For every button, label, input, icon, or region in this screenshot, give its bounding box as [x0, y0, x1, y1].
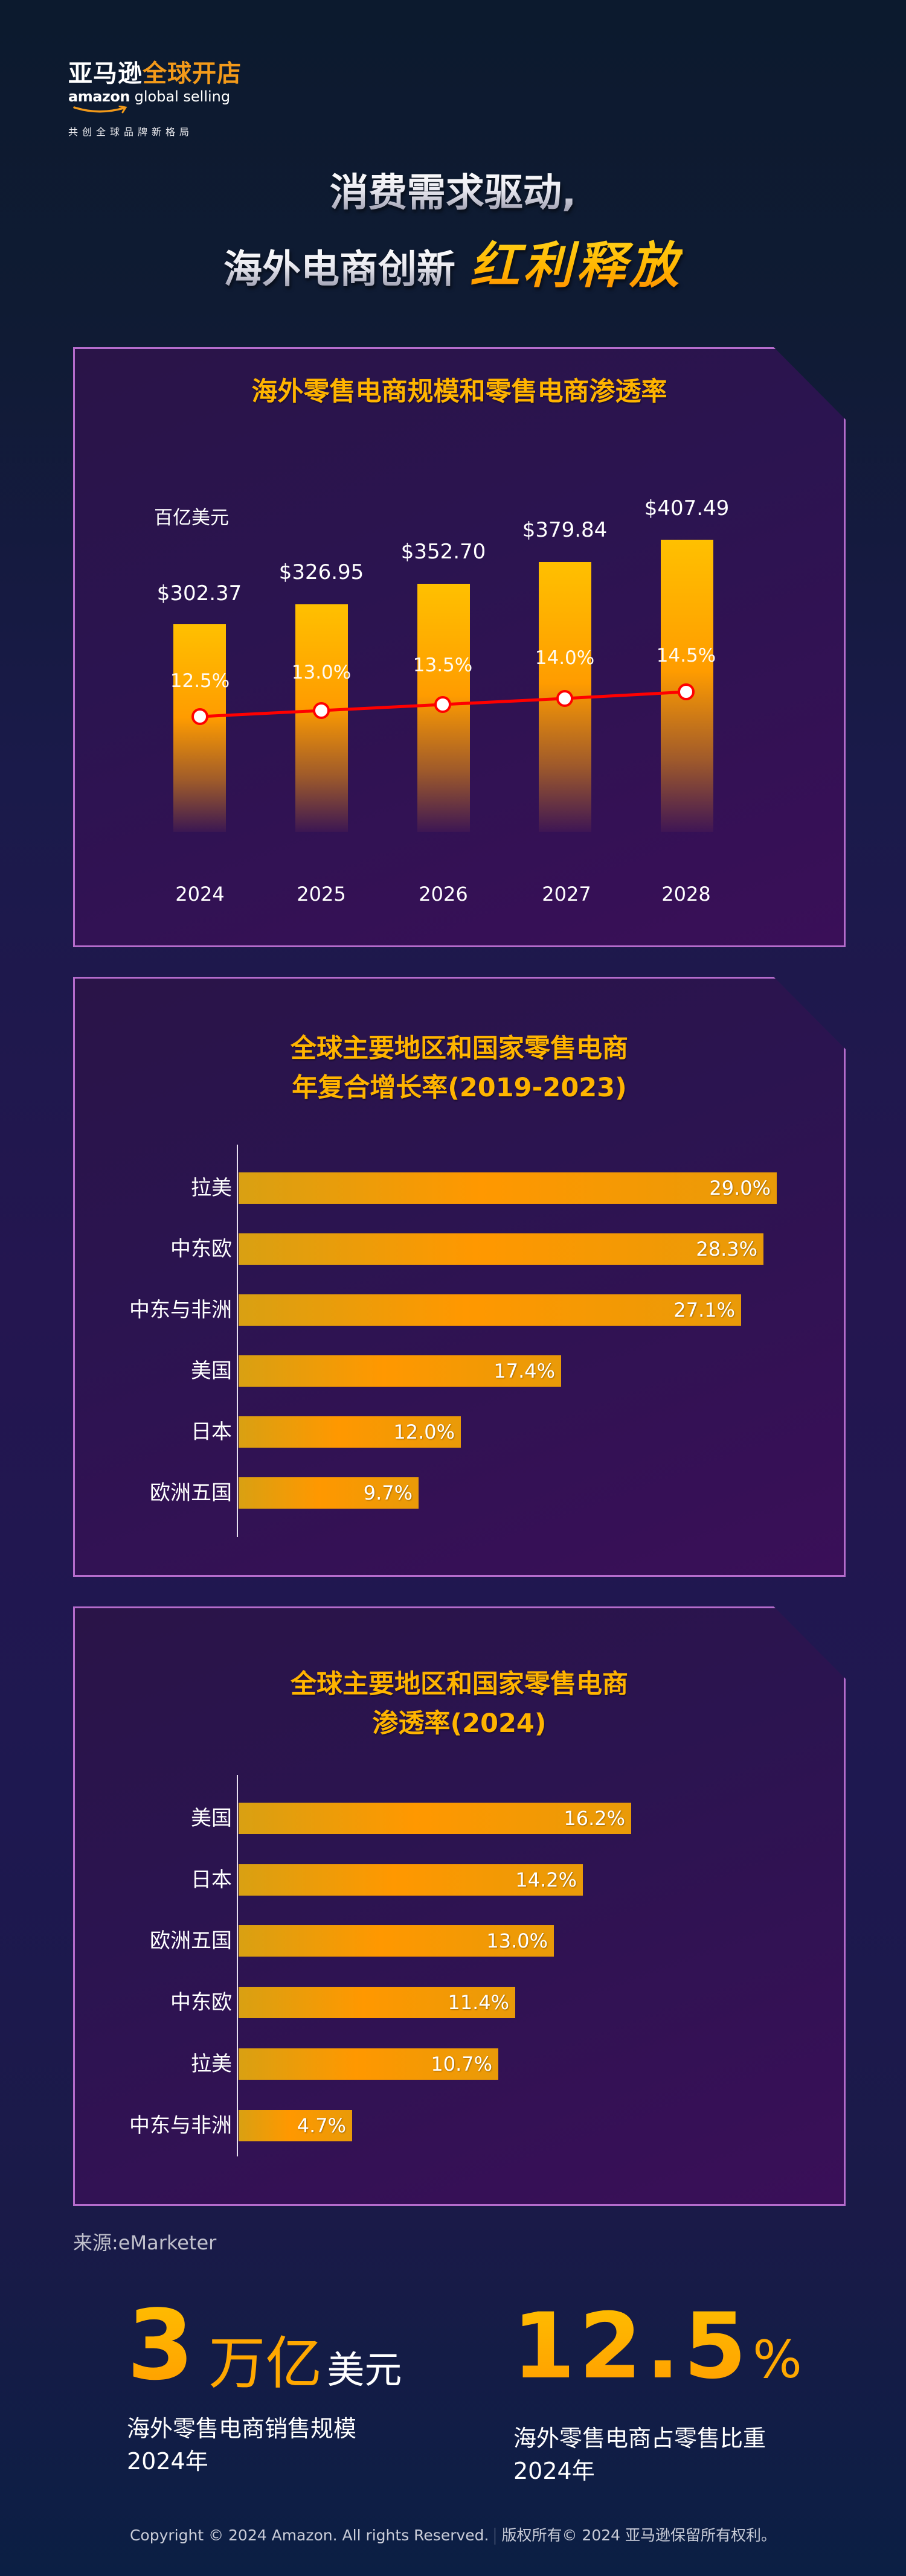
line-value-label: 14.5% — [656, 645, 716, 666]
panel-title-line1: 全球主要地区和国家零售电商 — [291, 1034, 628, 1064]
bar: 16.2% — [239, 1803, 631, 1834]
bar: 17.4% — [239, 1355, 561, 1387]
bar-value: 9.7% — [363, 1481, 413, 1504]
bar-value-label: $407.49 — [644, 496, 730, 520]
panel-title-line1: 全球主要地区和国家零售电商 — [291, 1669, 628, 1699]
headline-line1: 消费需求驱动, — [329, 171, 577, 216]
line-point — [678, 683, 695, 700]
penetration-panel: 全球主要地区和国家零售电商 渗透率(2024) 美国 16.2% 日本 14.2… — [73, 1606, 846, 2206]
line-point — [434, 696, 451, 713]
logo-tagline: 共创全球品牌新格局 — [68, 126, 194, 138]
bar-value: 16.2% — [564, 1807, 625, 1830]
stat-share: 12.5% — [512, 2301, 802, 2392]
bar-value: 17.4% — [493, 1360, 555, 1382]
bar: 4.7% — [239, 2110, 352, 2141]
stat-sales-scale: 3 万亿 美元 — [127, 2297, 402, 2394]
line-value-label: 12.5% — [170, 670, 230, 692]
line-point — [313, 702, 330, 719]
logo-chinese: 亚马逊全球开店 — [68, 60, 242, 88]
bar-value-label: $379.84 — [522, 518, 608, 542]
line-value-label: 14.0% — [535, 647, 595, 669]
line-value-label: 13.0% — [291, 662, 352, 683]
bar-2024 — [173, 624, 226, 832]
bar: 10.7% — [239, 2048, 498, 2080]
bar-value: 13.0% — [486, 1929, 548, 1952]
bar-value: 12.0% — [393, 1421, 455, 1443]
category-label: 拉美 — [191, 2052, 232, 2076]
stat-number: 12.5 — [512, 2294, 751, 2399]
headline-line2: 海外电商创新 红利释放 — [223, 237, 683, 295]
category-label: 美国 — [191, 1359, 232, 1383]
line-point — [191, 708, 208, 725]
bar-value-label: $352.70 — [400, 540, 486, 564]
stat-unit: % — [753, 2330, 802, 2390]
y-axis — [237, 1775, 238, 2156]
category-label: 中东欧 — [170, 1237, 232, 1261]
bar-value: 4.7% — [297, 2114, 346, 2137]
category-label: 欧洲五国 — [150, 1929, 232, 1953]
category-label: 日本 — [191, 1420, 232, 1444]
stat-share-desc: 海外零售电商占零售比重 2024年 — [513, 2425, 766, 2484]
data-source: 来源:eMarketer — [73, 2231, 217, 2254]
cagr-panel: 全球主要地区和国家零售电商 年复合增长率(2019-2023) 拉美 29.0%… — [73, 977, 846, 1577]
x-axis-label: 2025 — [297, 883, 346, 906]
bar-value: 10.7% — [431, 2053, 492, 2076]
category-label: 中东欧 — [170, 1990, 232, 2015]
x-axis-label: 2028 — [661, 883, 711, 906]
x-axis-label: 2024 — [175, 883, 225, 906]
x-axis-label: 2027 — [542, 883, 591, 906]
stat-sales-scale-desc: 海外零售电商销售规模 2024年 — [127, 2415, 357, 2475]
category-label: 中东与非洲 — [129, 1298, 232, 1322]
logo-english: amazon global selling — [68, 88, 231, 105]
line-value-label: 13.5% — [413, 654, 473, 676]
bar: 27.1% — [239, 1294, 741, 1326]
bar-value: 14.2% — [515, 1868, 577, 1891]
category-label: 日本 — [191, 1868, 232, 1892]
y-axis — [237, 1145, 238, 1537]
category-label: 美国 — [191, 1806, 232, 1830]
panel-title: 海外零售电商规模和零售电商渗透率 — [251, 377, 667, 407]
bar-value: 28.3% — [696, 1238, 757, 1261]
bar: 11.4% — [239, 1987, 515, 2018]
bar: 13.0% — [239, 1925, 554, 1957]
bar: 9.7% — [239, 1477, 419, 1509]
y-axis-unit: 百亿美元 — [154, 507, 229, 529]
headline-highlight: 红利释放 — [470, 237, 683, 295]
x-axis-label: 2026 — [419, 883, 468, 906]
stat-unit-small: 美元 — [327, 2348, 402, 2392]
panel-title-line2: 年复合增长率(2019-2023) — [292, 1073, 627, 1103]
bar: 12.0% — [239, 1416, 461, 1448]
bar-value: 11.4% — [448, 1991, 509, 2014]
stat-number: 3 — [127, 2289, 194, 2402]
bar-value: 27.1% — [673, 1299, 735, 1322]
bar-value-label: $326.95 — [278, 560, 364, 584]
category-label: 欧洲五国 — [150, 1481, 232, 1505]
bar: 28.3% — [239, 1233, 763, 1265]
bar: 14.2% — [239, 1864, 583, 1896]
stat-unit-big: 万亿 — [208, 2331, 323, 2397]
copyright-footer: Copyright © 2024 Amazon. All rights Rese… — [129, 2526, 777, 2545]
market-size-panel: 海外零售电商规模和零售电商渗透率 百亿美元 $302.37 $326.95 $3… — [73, 347, 846, 947]
bar-value-label: $302.37 — [156, 581, 242, 606]
category-label: 拉美 — [191, 1176, 232, 1200]
amazon-global-selling-logo: 亚马逊全球开店 amazon global selling 共创全球品牌新格局 — [68, 60, 242, 138]
panel-title-line2: 渗透率(2024) — [372, 1708, 547, 1739]
line-point — [556, 690, 573, 707]
bar: 29.0% — [239, 1172, 777, 1204]
amazon-smile-icon — [73, 105, 127, 113]
bar-value: 29.0% — [709, 1177, 771, 1200]
category-label: 中东与非洲 — [129, 2114, 232, 2138]
